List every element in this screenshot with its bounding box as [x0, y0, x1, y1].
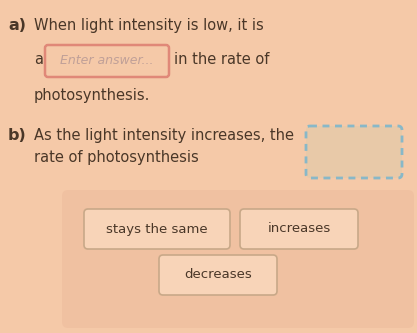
Text: Enter answer...: Enter answer... — [60, 55, 154, 68]
Text: a: a — [34, 52, 43, 67]
Text: increases: increases — [267, 222, 331, 235]
Text: decreases: decreases — [184, 268, 252, 281]
Text: a): a) — [8, 18, 26, 33]
FancyBboxPatch shape — [45, 45, 169, 77]
FancyBboxPatch shape — [62, 190, 414, 328]
Text: rate of photosynthesis: rate of photosynthesis — [34, 150, 199, 165]
Text: in the rate of: in the rate of — [174, 52, 269, 67]
FancyBboxPatch shape — [159, 255, 277, 295]
FancyBboxPatch shape — [306, 126, 402, 178]
Text: photosynthesis.: photosynthesis. — [34, 88, 151, 103]
Text: b): b) — [8, 128, 27, 143]
Text: As the light intensity increases, the: As the light intensity increases, the — [34, 128, 294, 143]
FancyBboxPatch shape — [84, 209, 230, 249]
Text: stays the same: stays the same — [106, 222, 208, 235]
FancyBboxPatch shape — [240, 209, 358, 249]
Text: When light intensity is low, it is: When light intensity is low, it is — [34, 18, 264, 33]
